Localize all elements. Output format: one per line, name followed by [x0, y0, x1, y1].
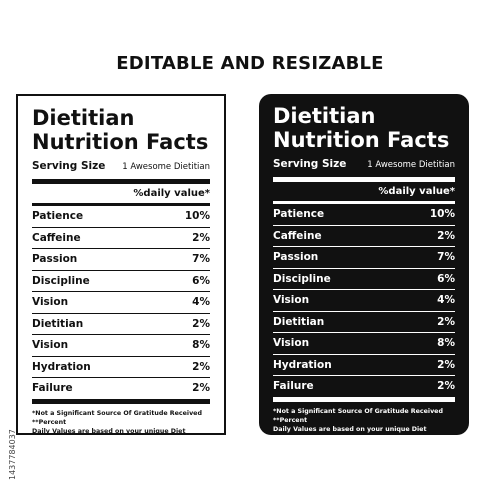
nutrient-value: 6% [192, 274, 210, 287]
nutrient-name: Patience [32, 210, 84, 223]
nutrient-name: Vision [273, 294, 310, 307]
nutrient-name: Failure [32, 382, 73, 395]
nutrition-label-dark: Dietitian Nutrition Facts Serving Size 1… [259, 94, 469, 435]
serving-size-row: Serving Size 1 Awesome Dietitian [32, 160, 210, 172]
nutrient-row: Passion 7% [32, 249, 210, 271]
footnote-line2: Daily Values are based on your unique Di… [273, 425, 427, 433]
footnote-line1: *Not a Significant Source Of Gratitude R… [32, 409, 202, 426]
nutrient-row: Failure 2% [273, 376, 455, 397]
footnote: *Not a Significant Source Of Gratitude R… [273, 407, 455, 434]
divider-thick-bottom [273, 396, 455, 402]
nutrient-name: Vision [32, 339, 69, 352]
nutrient-row: Caffeine 2% [273, 226, 455, 247]
nutrient-value: 8% [192, 339, 210, 352]
nutrient-value: 2% [437, 380, 455, 393]
nutrient-value: 2% [192, 382, 210, 395]
nutrient-row: Discipline 6% [32, 271, 210, 292]
nutrient-value: 2% [437, 229, 455, 242]
daily-value-header: %daily value* [378, 186, 455, 197]
nutrient-value: 2% [437, 358, 455, 371]
nutrient-name: Patience [273, 208, 325, 221]
nutrient-value: 7% [192, 253, 210, 266]
label-title-line1: Dietitian [273, 104, 376, 128]
daily-value-header: %daily value* [133, 188, 210, 199]
nutrient-value: 10% [429, 208, 455, 221]
nutrient-name: Hydration [32, 360, 91, 373]
footnote-line1: *Not a Significant Source Of Gratitude R… [273, 407, 443, 424]
nutrient-value: 2% [192, 360, 210, 373]
nutrient-row: Failure 2% [32, 378, 210, 399]
stock-id-text: 1437784037 [8, 429, 17, 480]
nutrient-name: Discipline [273, 272, 331, 285]
nutrient-value: 7% [437, 251, 455, 264]
nutrient-row: Patience 10% [273, 204, 455, 226]
footnote: *Not a Significant Source Of Gratitude R… [32, 409, 210, 436]
nutrition-label-light: Dietitian Nutrition Facts Serving Size 1… [16, 94, 226, 435]
nutrient-value: 6% [437, 272, 455, 285]
nutrient-rows: Patience 10% Caffeine 2% Passion 7% Discipl… [273, 204, 455, 397]
label-title-line2: Nutrition Facts [273, 128, 450, 152]
nutrient-row: Passion 7% [273, 247, 455, 269]
headline: EDITABLE AND RESIZABLE [116, 53, 384, 74]
nutrient-rows: Patience 10% Caffeine 2% Passion 7% Discipl… [32, 206, 210, 399]
nutrient-name: Vision [32, 296, 69, 309]
divider-medium [273, 201, 455, 204]
serving-size-label: Serving Size [273, 158, 347, 170]
serving-size-value: 1 Awesome Dietitian [367, 160, 455, 170]
divider-thick-bottom [32, 398, 210, 404]
nutrient-name: Dietitian [273, 315, 325, 328]
nutrient-name: Discipline [32, 274, 90, 287]
nutrient-name: Hydration [273, 358, 332, 371]
nutrient-row: Vision 8% [273, 333, 455, 355]
nutrient-name: Caffeine [273, 229, 322, 242]
footnote-line2: Daily Values are based on your unique Di… [32, 427, 186, 435]
nutrient-name: Passion [32, 253, 78, 266]
serving-size-value: 1 Awesome Dietitian [122, 162, 210, 172]
nutrient-value: 2% [437, 315, 455, 328]
nutrient-row: Dietitian 2% [273, 312, 455, 333]
nutrient-value: 8% [437, 337, 455, 350]
nutrient-name: Failure [273, 380, 314, 393]
divider-thick [273, 177, 455, 182]
divider-thick [32, 179, 210, 184]
nutrient-row: Discipline 6% [273, 269, 455, 290]
nutrient-row: Caffeine 2% [32, 228, 210, 249]
nutrient-row: Patience 10% [32, 206, 210, 228]
nutrient-name: Caffeine [32, 231, 81, 244]
label-title-line1: Dietitian [32, 106, 135, 130]
nutrient-row: Hydration 2% [32, 357, 210, 378]
nutrient-value: 4% [437, 294, 455, 307]
nutrient-value: 10% [184, 210, 210, 223]
nutrient-value: 2% [192, 231, 210, 244]
nutrient-row: Dietitian 2% [32, 314, 210, 335]
nutrient-name: Dietitian [32, 317, 84, 330]
nutrient-row: Vision 8% [32, 335, 210, 357]
divider-medium [32, 203, 210, 206]
nutrient-row: Hydration 2% [273, 355, 455, 376]
nutrient-value: 4% [192, 296, 210, 309]
nutrient-row: Vision 4% [32, 292, 210, 314]
label-title-line2: Nutrition Facts [32, 130, 209, 154]
nutrient-name: Vision [273, 337, 310, 350]
serving-size-row: Serving Size 1 Awesome Dietitian [273, 158, 455, 170]
stock-id-vertical: 1437784037 [0, 380, 17, 480]
nutrient-value: 2% [192, 317, 210, 330]
nutrient-name: Passion [273, 251, 319, 264]
nutrient-row: Vision 4% [273, 290, 455, 312]
serving-size-label: Serving Size [32, 160, 106, 172]
